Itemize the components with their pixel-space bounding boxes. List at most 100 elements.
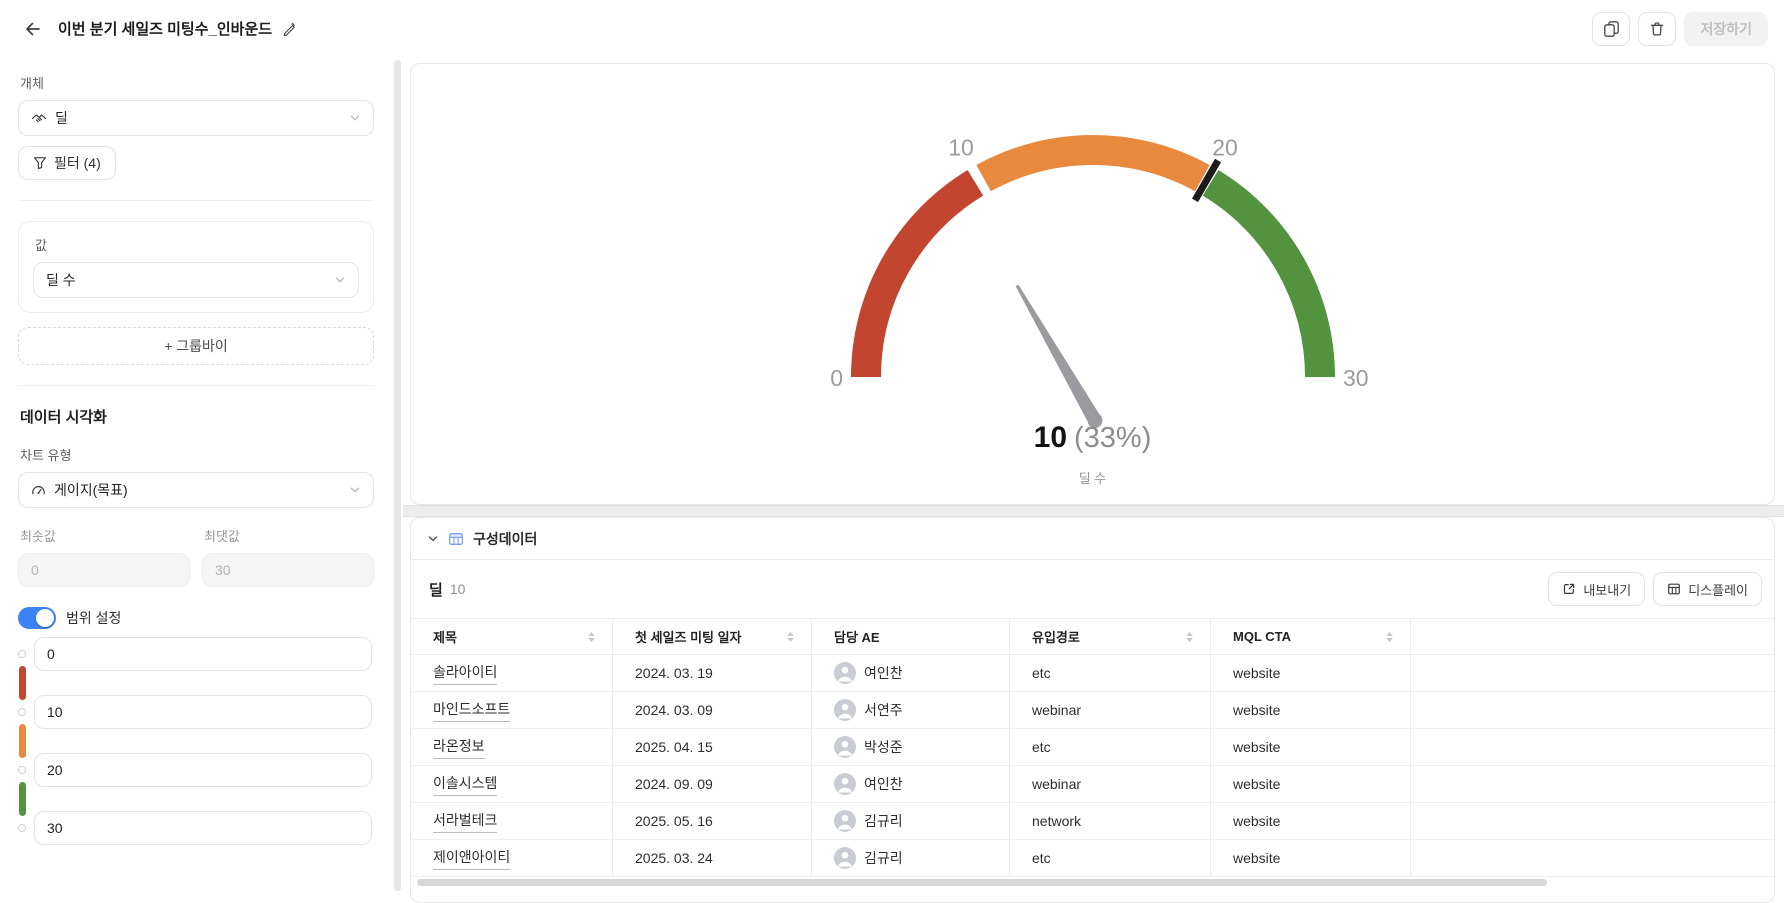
min-input[interactable] xyxy=(18,553,190,587)
cell-date: 2025. 05. 16 xyxy=(613,803,812,839)
range-input-0[interactable] xyxy=(34,637,372,671)
data-section-header[interactable]: 구성데이터 xyxy=(411,518,1774,560)
gauge-value-number: 10 xyxy=(1034,421,1067,454)
gauge-value-percent: (33%) xyxy=(1074,422,1151,454)
cell-date: 2024. 03. 19 xyxy=(613,655,812,691)
horizontal-scrollbar[interactable] xyxy=(417,879,1547,886)
export-button[interactable]: 내보내기 xyxy=(1548,572,1645,606)
save-button[interactable]: 저장하기 xyxy=(1684,12,1768,46)
column-header-label: 첫 세일즈 미팅 일자 xyxy=(635,627,742,646)
range-input-30[interactable] xyxy=(34,811,372,845)
cell-title: 제이앤아이티 xyxy=(411,840,613,876)
column-header-label: 제목 xyxy=(433,627,457,646)
sort-icon[interactable] xyxy=(786,631,795,643)
cell-channel: network xyxy=(1010,803,1211,839)
cell-empty xyxy=(1411,766,1774,802)
cell-channel: etc xyxy=(1010,729,1211,765)
display-button[interactable]: 디스플레이 xyxy=(1653,572,1762,606)
sort-icon[interactable] xyxy=(587,631,596,643)
table-entity-label: 딜 xyxy=(429,579,443,600)
cell-empty xyxy=(1411,840,1774,876)
range-toggle[interactable] xyxy=(18,607,56,629)
cell-channel: webinar xyxy=(1010,692,1211,728)
table-grid-icon xyxy=(1667,582,1681,596)
gauge-needle xyxy=(1010,282,1105,428)
copy-icon xyxy=(1603,20,1620,37)
deal-title-link[interactable]: 라온정보 xyxy=(433,736,485,759)
chevron-down-icon xyxy=(334,274,346,286)
table-row-count: 10 xyxy=(450,581,466,597)
cell-mql: website xyxy=(1211,692,1411,728)
sort-icon[interactable] xyxy=(1185,631,1194,643)
max-input[interactable] xyxy=(202,553,374,587)
gauge-segment xyxy=(866,183,975,377)
duplicate-button[interactable] xyxy=(1592,12,1630,46)
value-select-value: 딜 수 xyxy=(46,270,326,290)
range-row xyxy=(18,811,374,845)
avatar xyxy=(834,699,856,721)
cell-title: 라온정보 xyxy=(411,729,613,765)
cell-title: 서라벌테크 xyxy=(411,803,613,839)
cell-ae: 여인찬 xyxy=(812,655,1010,691)
gauge-segment xyxy=(983,150,1202,178)
chart-type-select[interactable]: 게이지(목표) xyxy=(18,472,374,508)
filter-button[interactable]: 필터 (4) xyxy=(18,146,116,180)
range-toggle-label: 범위 설정 xyxy=(66,608,121,628)
cell-mql: website xyxy=(1211,766,1411,802)
column-header-1[interactable]: 제목 xyxy=(411,619,613,654)
column-header-2[interactable]: 첫 세일즈 미팅 일자 xyxy=(613,619,812,654)
entity-select[interactable]: 딜 xyxy=(18,100,374,136)
entity-label: 개체 xyxy=(20,73,374,92)
cell-empty xyxy=(1411,655,1774,691)
value-select[interactable]: 딜 수 xyxy=(33,262,359,298)
ae-name: 서연주 xyxy=(864,700,903,720)
gauge-icon xyxy=(31,483,46,498)
range-input-10[interactable] xyxy=(34,695,372,729)
value-label: 값 xyxy=(35,235,359,254)
range-marker xyxy=(18,708,26,716)
back-button[interactable] xyxy=(16,12,50,46)
page-title: 이번 분기 세일즈 미팅수_인바운드 xyxy=(58,18,272,39)
column-header-label: 담당 AE xyxy=(834,627,880,646)
deal-title-link[interactable]: 이솔시스템 xyxy=(433,773,497,796)
ae-name: 박성준 xyxy=(864,737,903,757)
cell-ae: 여인찬 xyxy=(812,766,1010,802)
avatar xyxy=(834,847,856,869)
sort-icon[interactable] xyxy=(1385,631,1394,643)
gauge-caption: 딜 수 xyxy=(1079,468,1107,487)
display-button-label: 디스플레이 xyxy=(1688,580,1748,599)
edit-title-button[interactable] xyxy=(282,21,297,36)
deal-title-link[interactable]: 서라벌테크 xyxy=(433,810,497,833)
range-settings xyxy=(18,637,374,845)
column-header-5[interactable]: MQL CTA xyxy=(1211,619,1411,654)
gauge-tick-label: 20 xyxy=(1212,134,1238,160)
range-input-20[interactable] xyxy=(34,753,372,787)
avatar xyxy=(834,662,856,684)
column-header-empty xyxy=(1411,619,1774,654)
deal-title-link[interactable]: 마인드소프트 xyxy=(433,699,510,722)
delete-button[interactable] xyxy=(1638,12,1676,46)
pencil-icon xyxy=(282,21,297,36)
column-header-4[interactable]: 유입경로 xyxy=(1010,619,1211,654)
deal-title-link[interactable]: 제이앤아이티 xyxy=(433,847,510,870)
visualization-heading: 데이터 시각화 xyxy=(20,406,374,427)
sidebar-scrollbar[interactable] xyxy=(394,60,401,891)
data-section-title: 구성데이터 xyxy=(473,529,537,549)
range-marker xyxy=(18,824,26,832)
group-by-button[interactable]: + 그룹바이 xyxy=(18,327,374,365)
column-header-3: 담당 AE xyxy=(812,619,1010,654)
avatar xyxy=(834,773,856,795)
cell-title: 마인드소프트 xyxy=(411,692,613,728)
pane-splitter[interactable] xyxy=(403,505,1784,517)
gauge-tick-label: 10 xyxy=(948,134,974,160)
deal-title-link[interactable]: 솔라아이티 xyxy=(433,662,497,685)
